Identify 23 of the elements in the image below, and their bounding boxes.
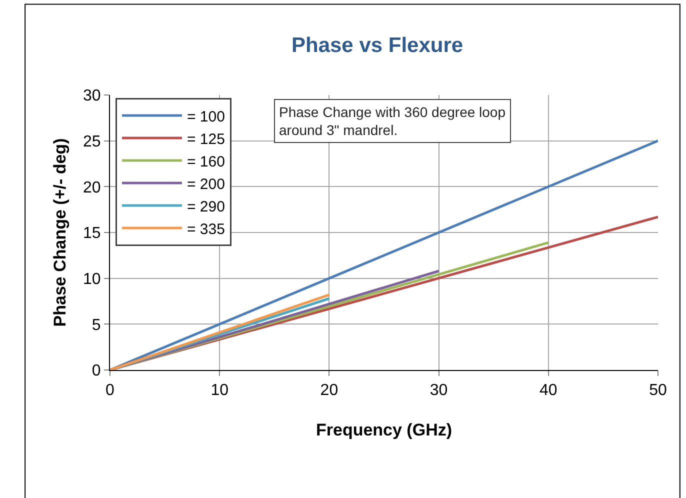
- y-tick-label: 20: [83, 179, 101, 196]
- chart-title: Phase vs Flexure: [291, 34, 464, 58]
- x-tick-label: 0: [106, 382, 115, 400]
- legend-label: = 125: [186, 130, 225, 148]
- legend-label: = 290: [186, 198, 225, 216]
- y-tick-label: 0: [92, 362, 101, 380]
- y-axis-title: Phase Change (+/- deg): [50, 138, 70, 327]
- y-tick-label: 25: [83, 133, 101, 150]
- legend-label: = 100: [186, 108, 225, 126]
- y-tick-label: 10: [83, 270, 101, 288]
- x-tick-label: 20: [320, 382, 338, 400]
- x-tick-label: 30: [430, 382, 448, 400]
- legend-label: = 160: [186, 153, 225, 170]
- x-tick-label: 40: [540, 382, 558, 400]
- y-tick-label: 15: [83, 225, 101, 242]
- x-tick-label: 50: [649, 382, 667, 400]
- y-tick-label: 30: [83, 88, 101, 105]
- legend-label: = 335: [186, 220, 225, 238]
- annotation: Phase Change with 360 degree loop around 3" mandrel.: [279, 104, 506, 138]
- y-tick-label: 5: [92, 316, 101, 334]
- x-axis-title: Frequency (GHz): [316, 420, 452, 440]
- legend-label: = 200: [186, 176, 225, 193]
- x-tick-label: 10: [210, 382, 229, 400]
